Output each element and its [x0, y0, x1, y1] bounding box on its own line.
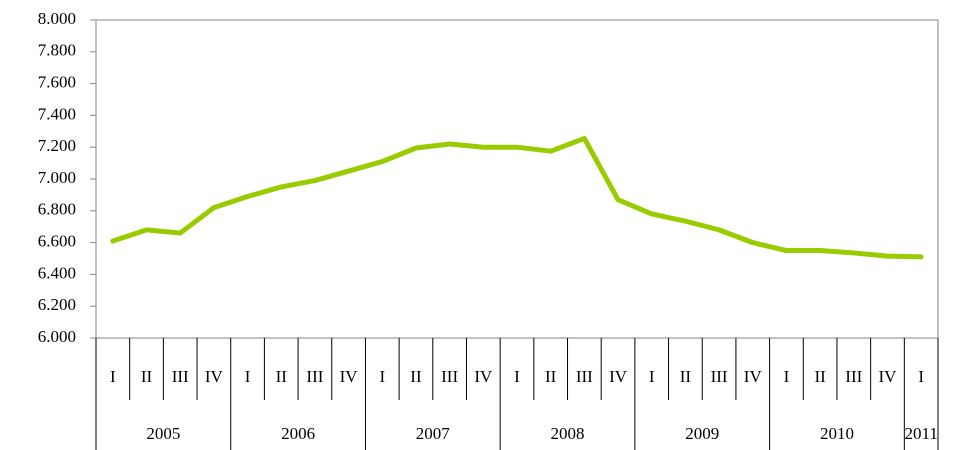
- plot-area: [95, 19, 939, 339]
- x-tick-label: III: [711, 367, 728, 386]
- x-tick-label: III: [845, 367, 862, 386]
- x-tick-label: I: [918, 367, 924, 386]
- y-tick-label: 7.200: [38, 136, 76, 155]
- x-tick-label: III: [576, 367, 593, 386]
- x-group-label: 2005: [146, 424, 180, 443]
- x-tick-label: II: [410, 367, 422, 386]
- x-tick-label: IV: [879, 367, 898, 386]
- y-tick-label: 7.400: [38, 104, 76, 123]
- data-line: [110, 135, 924, 260]
- x-tick-label: II: [680, 367, 692, 386]
- x-tick-label: III: [306, 367, 323, 386]
- x-tick-label: IV: [609, 367, 628, 386]
- x-tick-label: II: [545, 367, 557, 386]
- x-tick-label: IV: [474, 367, 493, 386]
- x-tick-label: IV: [744, 367, 763, 386]
- y-tick-label: 7.000: [38, 168, 76, 187]
- y-tick-label: 6.400: [38, 263, 76, 282]
- y-tick-label: 6.600: [38, 232, 76, 251]
- x-group-label: 2011: [904, 424, 937, 443]
- x-tick-label: II: [141, 367, 153, 386]
- x-tick-label: I: [649, 367, 655, 386]
- y-tick-label: 6.800: [38, 200, 76, 219]
- x-group-label: 2007: [416, 424, 451, 443]
- x-tick-label: IV: [205, 367, 224, 386]
- x-group-label: 2009: [685, 424, 719, 443]
- x-group-label: 2010: [820, 424, 854, 443]
- x-tick-label: II: [814, 367, 826, 386]
- x-tick-label: I: [245, 367, 251, 386]
- y-tick-label: 6.200: [38, 295, 76, 314]
- x-group-label: 2006: [281, 424, 315, 443]
- x-tick-label: I: [379, 367, 385, 386]
- x-tick-label: II: [276, 367, 288, 386]
- x-tick-label: I: [784, 367, 790, 386]
- y-tick-label: 7.800: [38, 41, 76, 60]
- x-tick-label: I: [514, 367, 520, 386]
- y-tick-label: 8.000: [38, 9, 76, 28]
- x-tick-label: III: [172, 367, 189, 386]
- x-tick-label: III: [441, 367, 458, 386]
- x-group-label: 2008: [551, 424, 585, 443]
- y-tick-label: 7.600: [38, 73, 76, 92]
- x-tick-label: IV: [340, 367, 359, 386]
- x-tick-label: I: [110, 367, 116, 386]
- y-tick-label: 6.000: [38, 327, 76, 346]
